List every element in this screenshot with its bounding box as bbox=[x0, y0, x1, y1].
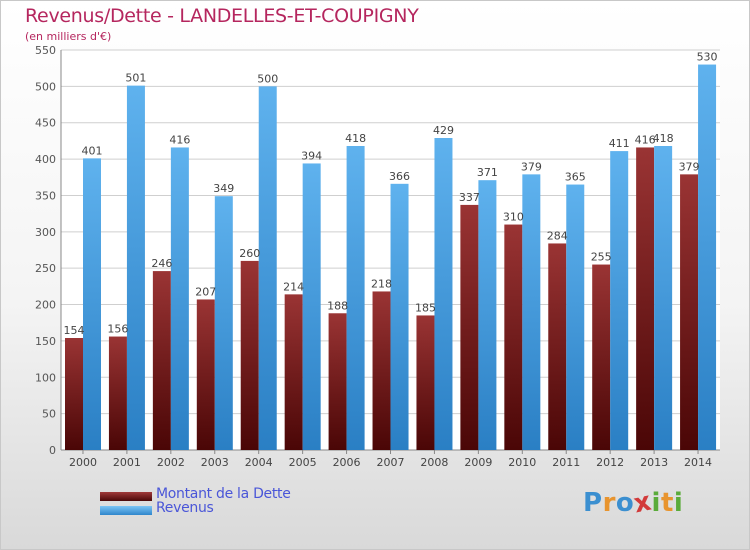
bar-dette bbox=[636, 147, 655, 451]
data-label-revenus: 500 bbox=[257, 72, 278, 85]
data-label-revenus: 365 bbox=[565, 171, 586, 184]
bar-revenus bbox=[434, 138, 453, 450]
data-label-dette: 154 bbox=[64, 324, 85, 337]
y-tick-label: 400 bbox=[35, 153, 56, 166]
proxiti-logo: Proxiti bbox=[583, 486, 684, 520]
bar-revenus bbox=[83, 158, 101, 450]
x-tick-label: 2005 bbox=[289, 456, 317, 469]
y-tick-label: 350 bbox=[35, 189, 56, 202]
x-tick-label: 2009 bbox=[464, 456, 492, 469]
data-label-dette: 207 bbox=[195, 285, 216, 298]
x-tick-label: 2010 bbox=[508, 456, 536, 469]
bar-dette bbox=[680, 174, 699, 450]
bar-revenus bbox=[566, 184, 585, 450]
data-label-dette: 188 bbox=[327, 299, 348, 312]
x-tick-label: 2007 bbox=[377, 456, 405, 469]
y-tick-label: 50 bbox=[42, 408, 56, 421]
data-label-dette: 284 bbox=[547, 229, 568, 242]
y-tick-label: 250 bbox=[35, 262, 56, 275]
data-label-revenus: 379 bbox=[521, 160, 542, 173]
chart-subtitle: (en milliers d'€) bbox=[25, 30, 112, 43]
data-label-dette: 185 bbox=[415, 301, 436, 314]
x-tick-label: 2002 bbox=[157, 456, 185, 469]
data-label-dette: 156 bbox=[107, 323, 128, 336]
data-label-revenus: 366 bbox=[389, 170, 410, 183]
data-label-revenus: 411 bbox=[609, 137, 630, 150]
bar-revenus bbox=[126, 85, 145, 451]
bar-dette bbox=[416, 315, 435, 450]
bar-dette bbox=[240, 260, 259, 450]
bar-dette bbox=[284, 294, 303, 450]
x-tick-label: 2006 bbox=[333, 456, 361, 469]
bar-dette bbox=[196, 299, 215, 450]
data-label-revenus: 401 bbox=[82, 144, 103, 157]
data-label-revenus: 418 bbox=[653, 132, 674, 145]
data-label-revenus: 394 bbox=[301, 149, 322, 162]
bar-dette bbox=[504, 224, 523, 450]
bar-dette bbox=[152, 271, 171, 450]
data-label-dette: 255 bbox=[591, 251, 612, 264]
bar-revenus bbox=[390, 183, 409, 450]
x-tick-label: 2014 bbox=[684, 456, 712, 469]
data-label-revenus: 349 bbox=[213, 182, 234, 195]
data-label-dette: 379 bbox=[679, 160, 700, 173]
data-label-revenus: 416 bbox=[169, 133, 190, 146]
chart-title: Revenus/Dette - LANDELLES-ET-COUPIGNY bbox=[25, 5, 419, 27]
x-tick-label: 2003 bbox=[201, 456, 229, 469]
legend-label-revenus: Revenus bbox=[156, 500, 214, 516]
data-label-dette: 260 bbox=[239, 247, 260, 260]
data-label-revenus: 429 bbox=[433, 124, 454, 137]
bar-revenus bbox=[478, 180, 497, 450]
bar-dette bbox=[108, 336, 127, 450]
bar-revenus bbox=[610, 151, 629, 450]
data-label-revenus: 418 bbox=[345, 132, 366, 145]
x-tick-label: 2011 bbox=[552, 456, 580, 469]
x-tick-label: 2000 bbox=[69, 456, 97, 469]
data-label-revenus: 501 bbox=[125, 72, 146, 85]
x-tick-label: 2001 bbox=[113, 456, 141, 469]
legend-swatch-dette bbox=[100, 492, 152, 501]
x-tick-label: 2012 bbox=[596, 456, 624, 469]
x-tick-label: 2008 bbox=[420, 456, 448, 469]
y-tick-label: 150 bbox=[35, 335, 56, 348]
bar-revenus bbox=[170, 147, 189, 451]
data-label-dette: 218 bbox=[371, 277, 392, 290]
y-tick-label: 200 bbox=[35, 299, 56, 312]
legend-label-dette: Montant de la Dette bbox=[156, 486, 291, 502]
y-tick-label: 300 bbox=[35, 226, 56, 239]
y-tick-label: 450 bbox=[35, 117, 56, 130]
data-label-dette: 214 bbox=[283, 280, 304, 293]
bar-revenus bbox=[522, 174, 541, 450]
bar-revenus bbox=[214, 196, 233, 450]
bar-dette bbox=[372, 291, 391, 450]
y-tick-label: 500 bbox=[35, 80, 56, 93]
bar-revenus bbox=[258, 86, 277, 450]
data-label-revenus: 530 bbox=[697, 51, 718, 64]
y-tick-label: 100 bbox=[35, 371, 56, 384]
data-label-dette: 337 bbox=[459, 191, 480, 204]
x-tick-label: 2013 bbox=[640, 456, 668, 469]
y-tick-label: 550 bbox=[35, 44, 56, 57]
bar-dette bbox=[548, 243, 567, 450]
bar-dette bbox=[592, 264, 611, 450]
data-label-dette: 416 bbox=[635, 133, 656, 146]
bar-dette bbox=[65, 338, 83, 450]
bar-revenus bbox=[654, 146, 673, 450]
bar-dette bbox=[460, 204, 479, 450]
bar-dette bbox=[328, 313, 347, 450]
x-tick-label: 2004 bbox=[245, 456, 273, 469]
y-tick-label: 0 bbox=[49, 444, 56, 457]
legend-swatch-revenus bbox=[100, 506, 152, 515]
bar-revenus bbox=[302, 163, 321, 451]
data-label-dette: 246 bbox=[151, 257, 172, 270]
bar-revenus bbox=[698, 64, 717, 450]
data-label-dette: 310 bbox=[503, 211, 524, 224]
data-label-revenus: 371 bbox=[477, 166, 498, 179]
bar-revenus bbox=[346, 146, 365, 450]
